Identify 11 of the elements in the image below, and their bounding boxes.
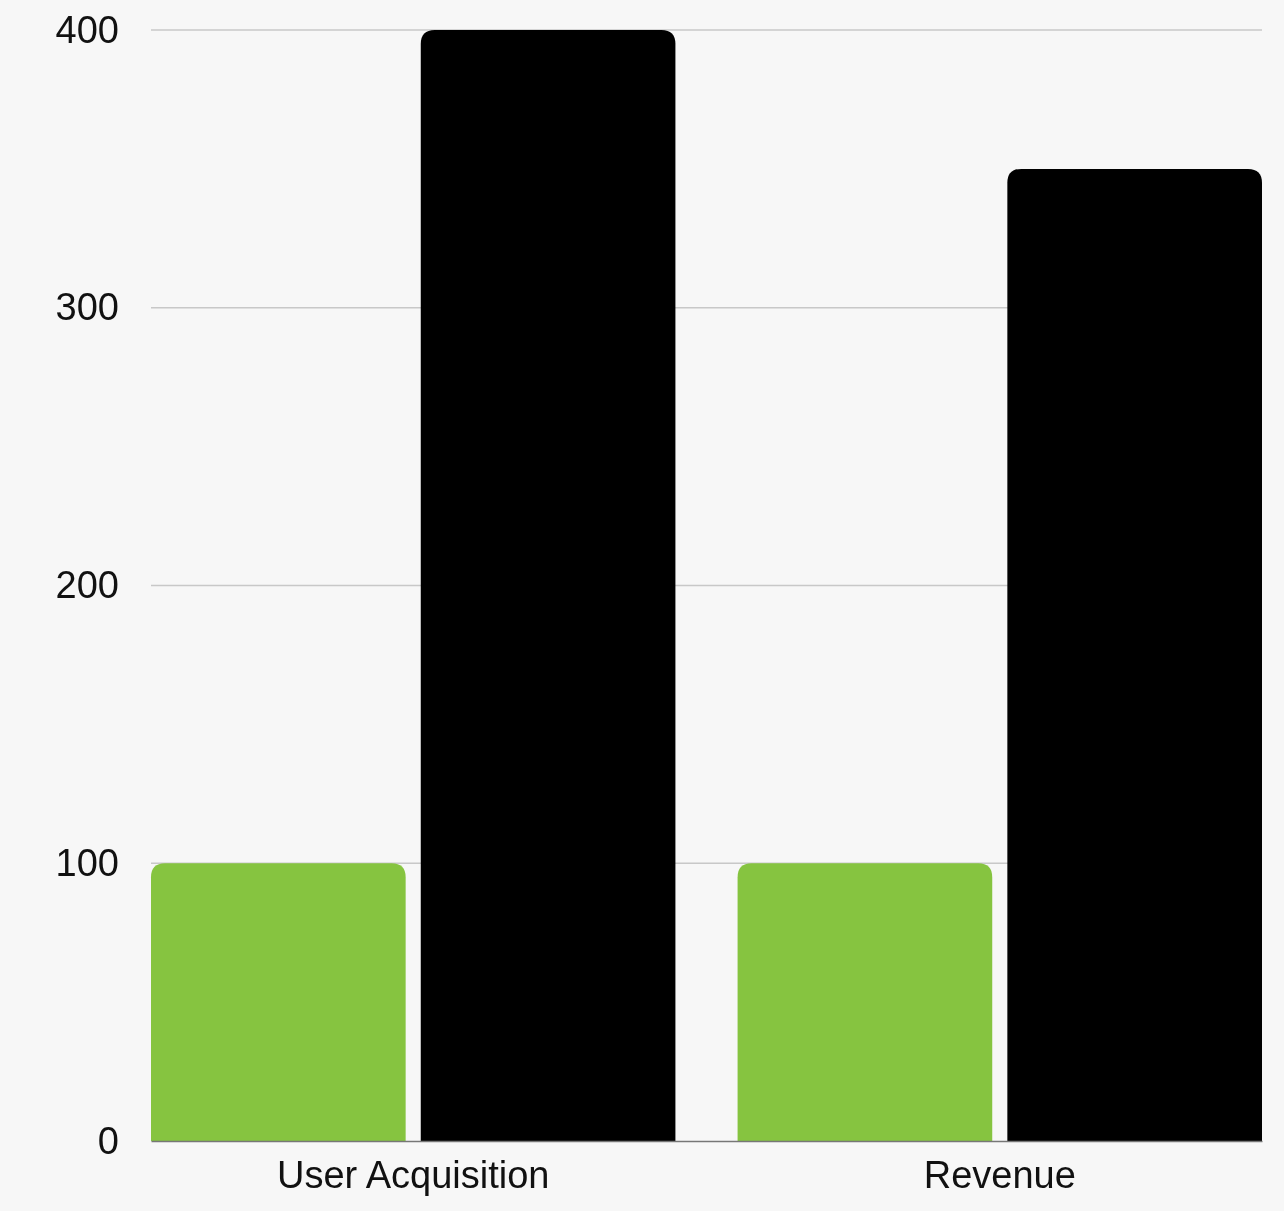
x-tick-label: User Acquisition [276,1153,550,1196]
y-tick-label: 400 [55,8,119,51]
bar [151,863,406,1141]
x-tick-label: Revenue [923,1153,1076,1196]
y-tick-label: 100 [55,841,119,884]
bar [420,30,676,1141]
bar [737,863,993,1141]
y-tick-label: 300 [55,286,119,329]
bar [1007,168,1262,1141]
y-tick-label: 200 [55,564,119,607]
y-tick-label: 0 [97,1119,119,1162]
